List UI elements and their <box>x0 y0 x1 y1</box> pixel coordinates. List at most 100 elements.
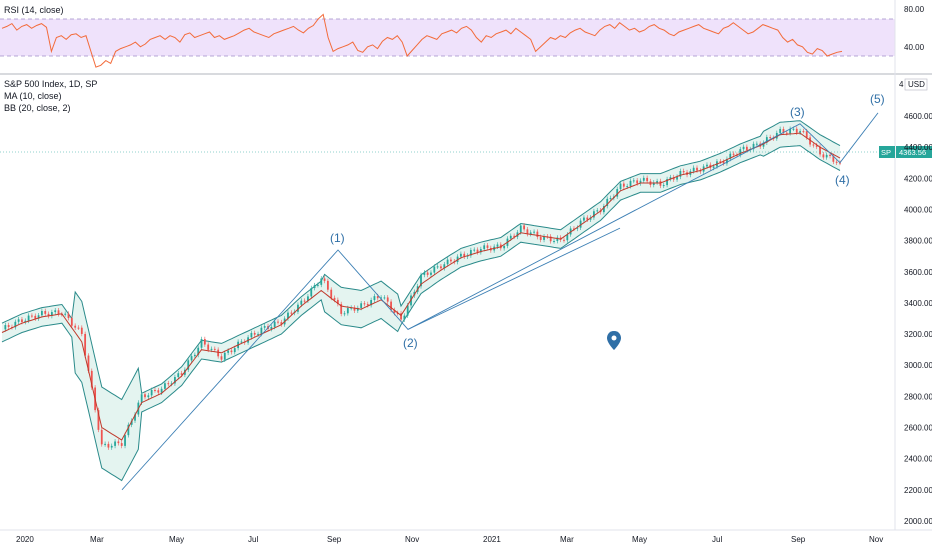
candle-body <box>519 225 522 233</box>
candle-body <box>313 285 316 289</box>
candle-body <box>579 220 582 228</box>
price-axis[interactable]: 4600.00 4400.00 4200.00 4000.00 3800.00 3600.… <box>904 112 932 526</box>
candle-body <box>795 128 798 133</box>
currency-badge[interactable] <box>904 78 928 91</box>
candle-body <box>97 410 100 430</box>
candle-body <box>60 314 63 316</box>
candle-body <box>50 312 53 317</box>
price-tick-label: 3600.00 <box>904 268 932 277</box>
candle-body <box>366 304 369 306</box>
candle-body <box>277 321 279 323</box>
price-tick-label: 4400.00 <box>904 143 932 152</box>
candle-body <box>64 313 67 315</box>
candle-body <box>543 236 545 240</box>
candle-body <box>250 332 253 338</box>
candle-body <box>127 424 130 436</box>
candle-body <box>134 414 136 421</box>
candle-body <box>606 198 609 207</box>
trend-line[interactable] <box>407 227 621 330</box>
candle-body <box>170 383 173 385</box>
candle-body <box>666 179 668 186</box>
candle-body <box>287 312 289 319</box>
price-tick-label: 3400.00 <box>904 299 932 308</box>
candle-body <box>782 128 785 133</box>
candle-body <box>140 394 143 403</box>
candle-body <box>90 370 93 388</box>
candle-body <box>629 180 632 187</box>
candle-body <box>822 154 825 158</box>
candle-body <box>696 167 698 171</box>
candle-body <box>406 305 409 316</box>
time-axis[interactable]: 2020 Mar May Jul Sep Nov 2021 Mar May Jul Sep Nov <box>16 535 883 544</box>
rsi-line <box>1 13 843 68</box>
candle-body <box>104 443 106 445</box>
candle-body <box>124 435 126 446</box>
time-tick-label: May <box>632 535 647 544</box>
candle-body <box>200 339 203 348</box>
candle-body <box>573 228 575 230</box>
rsi-band-fill <box>0 19 895 56</box>
candle-body <box>483 245 486 250</box>
candle-body <box>114 441 116 446</box>
candle-body <box>383 297 386 299</box>
candle-body <box>164 383 166 389</box>
candle-body <box>303 300 306 302</box>
wave-label-5: (5) <box>870 92 885 106</box>
candle-body <box>14 321 17 328</box>
candle-body <box>360 303 363 308</box>
candle-body <box>174 377 176 384</box>
candle-body <box>207 344 210 350</box>
candle-body <box>829 154 831 157</box>
candle-body <box>712 166 715 168</box>
price-axis-top-digit: 4 <box>899 80 904 89</box>
candle-body <box>556 237 559 242</box>
candle-body <box>460 253 462 257</box>
candle-body <box>326 280 329 290</box>
candle-body <box>536 231 539 237</box>
candle-body <box>197 347 200 355</box>
candle-body <box>732 153 735 155</box>
wave-label-2: (2) <box>403 336 418 350</box>
candle-body <box>819 146 821 155</box>
map-pin-icon[interactable] <box>607 331 621 350</box>
candle-body <box>812 144 815 146</box>
candle-body <box>430 272 432 275</box>
price-tick-label: 2200.00 <box>904 486 932 495</box>
candle-body <box>74 325 77 328</box>
candle-body <box>150 389 153 396</box>
candle-body <box>769 137 772 139</box>
candle-body <box>523 225 525 230</box>
price-tick-label: 2600.00 <box>904 424 932 433</box>
candle-body <box>722 161 725 164</box>
rsi-legend: RSI (14, close) <box>4 5 64 15</box>
price-tick-label: 3000.00 <box>904 361 932 370</box>
candle-body <box>147 395 150 398</box>
candle-body <box>290 312 293 314</box>
candle-body <box>67 313 70 319</box>
candle-body <box>802 131 805 133</box>
candle-body <box>77 327 80 329</box>
symbol-tag-text: SP <box>881 148 891 157</box>
time-tick-label: Sep <box>327 535 342 544</box>
wave-label-1: (1) <box>330 231 345 245</box>
elliott-wave-lines[interactable] <box>121 112 879 491</box>
rsi-panel: RSI (14, close) 80.00 40.00 <box>0 5 925 68</box>
candle-body <box>789 128 792 134</box>
candle-body <box>390 301 392 310</box>
candle-body <box>44 311 47 314</box>
candle-body <box>217 349 220 357</box>
candle-body <box>450 259 452 262</box>
candle-body <box>785 132 788 134</box>
candle-body <box>549 236 552 242</box>
candle-body <box>745 146 748 150</box>
candle-body <box>586 217 589 220</box>
candle-body <box>396 312 399 314</box>
candle-body <box>107 443 110 448</box>
candle-body <box>233 348 236 353</box>
candle-body <box>21 319 23 323</box>
time-tick-label: Jul <box>248 535 258 544</box>
candle-body <box>240 341 243 343</box>
ma-legend: MA (10, close) <box>4 91 62 101</box>
bb-legend: BB (20, close, 2) <box>4 103 71 113</box>
